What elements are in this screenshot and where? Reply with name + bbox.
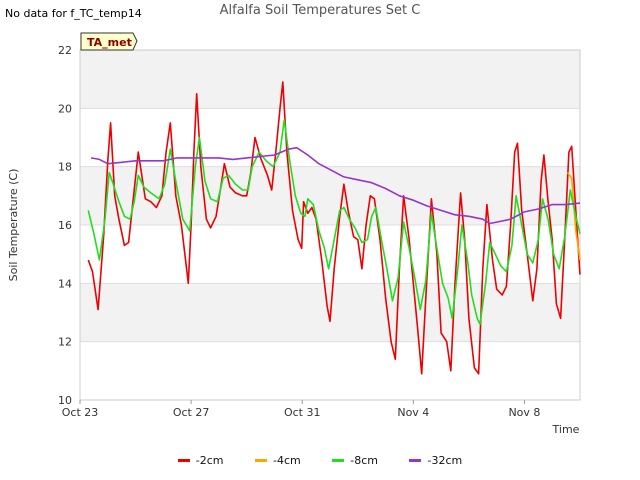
y-tick-label: 22 <box>58 44 72 57</box>
plot-frame <box>79 49 581 401</box>
legend-label-8cm: -8cm <box>350 453 378 467</box>
ta-met-label: TA_met <box>87 36 132 49</box>
legend-item-4cm: -4cm <box>255 454 301 467</box>
x-tick-label: Oct 31 <box>284 406 321 419</box>
ta-met-badge: TA_met <box>80 32 138 51</box>
legend-swatch-2cm <box>177 459 190 462</box>
x-tick-label: Oct 27 <box>173 406 210 419</box>
x-tick-label: Oct 23 <box>62 406 99 419</box>
y-axis-ticks: 10 12 14 16 18 20 22 <box>58 44 72 407</box>
series-line-2cm <box>87 81 581 375</box>
legend-label-32cm: -32cm <box>427 453 463 467</box>
x-tick-label: Nov 8 <box>508 406 540 419</box>
legend-item-2cm: -2cm <box>177 453 224 467</box>
legend-swatch-32cm <box>409 459 422 462</box>
background-bands <box>80 50 580 342</box>
legend: -2cm -4cm -8cm -32cm <box>0 453 640 467</box>
series-line-32cm <box>90 146 581 225</box>
legend-label-2cm: -2cm <box>195 453 224 467</box>
no-data-note: No data for f_TC_temp14 <box>5 7 142 20</box>
y-tick-label: 16 <box>58 219 72 232</box>
y-tick-label: 10 <box>58 394 72 407</box>
y-tick-label: 18 <box>58 161 72 174</box>
x-axis-label: Time <box>552 423 580 436</box>
y-tick-label: 20 <box>58 102 72 115</box>
legend-item-32cm: -32cm <box>409 454 462 467</box>
y-axis-label: Soil Temperature (C) <box>7 169 20 282</box>
legend-swatch-8cm <box>332 459 345 462</box>
series-layer <box>87 81 581 375</box>
chart-title: Alfalfa Soil Temperatures Set C <box>219 3 421 18</box>
legend-label-4cm: -4cm <box>273 453 301 467</box>
x-tick-label: Nov 4 <box>397 406 429 419</box>
legend-swatch-4cm <box>255 459 268 462</box>
band-20 <box>80 50 580 109</box>
legend-item-8cm: -8cm <box>332 454 378 467</box>
y-tick-label: 12 <box>58 336 72 349</box>
y-tick-label: 14 <box>58 277 72 290</box>
series-line-8cm <box>87 119 581 325</box>
x-axis-ticks: Oct 23 Oct 27 Oct 31 Nov 4 Nov 8 <box>62 400 540 419</box>
